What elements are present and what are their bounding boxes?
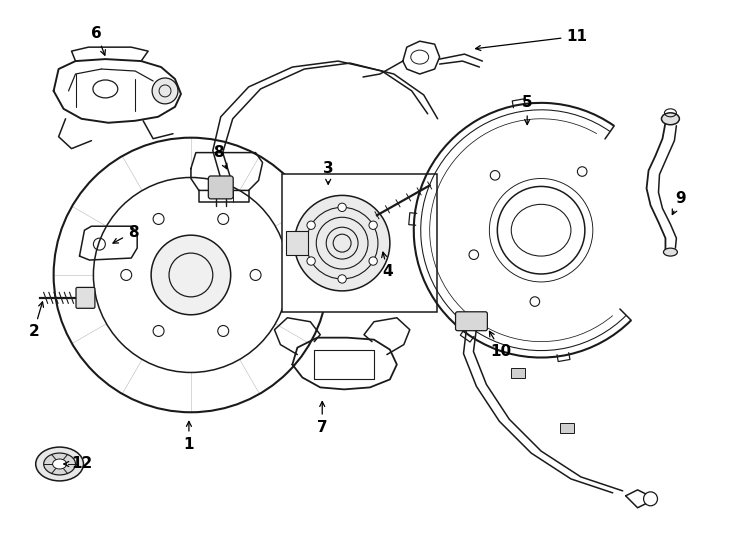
Circle shape bbox=[338, 203, 346, 212]
Bar bbox=[286, 231, 308, 255]
Circle shape bbox=[307, 221, 316, 230]
Circle shape bbox=[369, 221, 377, 230]
Text: 7: 7 bbox=[317, 402, 327, 435]
Circle shape bbox=[369, 257, 377, 265]
Text: 8: 8 bbox=[214, 145, 227, 169]
Circle shape bbox=[307, 257, 316, 265]
Text: 9: 9 bbox=[672, 191, 686, 214]
Text: 12: 12 bbox=[64, 456, 92, 471]
Text: 11: 11 bbox=[476, 29, 587, 51]
Ellipse shape bbox=[36, 447, 84, 481]
Circle shape bbox=[153, 326, 164, 336]
Text: 3: 3 bbox=[323, 161, 333, 184]
Text: 1: 1 bbox=[184, 421, 195, 451]
Text: 6: 6 bbox=[91, 26, 106, 55]
Circle shape bbox=[153, 213, 164, 225]
Circle shape bbox=[152, 78, 178, 104]
Circle shape bbox=[250, 269, 261, 280]
Circle shape bbox=[218, 213, 229, 225]
Ellipse shape bbox=[661, 113, 680, 125]
Text: 10: 10 bbox=[490, 332, 512, 359]
Bar bbox=[511, 368, 525, 378]
Ellipse shape bbox=[43, 453, 76, 475]
Bar bbox=[283, 174, 437, 312]
Text: 5: 5 bbox=[522, 96, 532, 125]
FancyBboxPatch shape bbox=[456, 312, 487, 330]
Circle shape bbox=[338, 275, 346, 283]
FancyBboxPatch shape bbox=[76, 287, 95, 308]
Bar bbox=[560, 423, 574, 433]
FancyBboxPatch shape bbox=[208, 176, 233, 199]
Text: 4: 4 bbox=[382, 252, 393, 280]
Circle shape bbox=[151, 235, 230, 315]
Circle shape bbox=[218, 326, 229, 336]
Text: 8: 8 bbox=[113, 225, 139, 243]
Ellipse shape bbox=[53, 459, 67, 469]
Circle shape bbox=[121, 269, 131, 280]
Text: 2: 2 bbox=[29, 302, 43, 339]
Circle shape bbox=[294, 195, 390, 291]
Ellipse shape bbox=[664, 248, 677, 256]
